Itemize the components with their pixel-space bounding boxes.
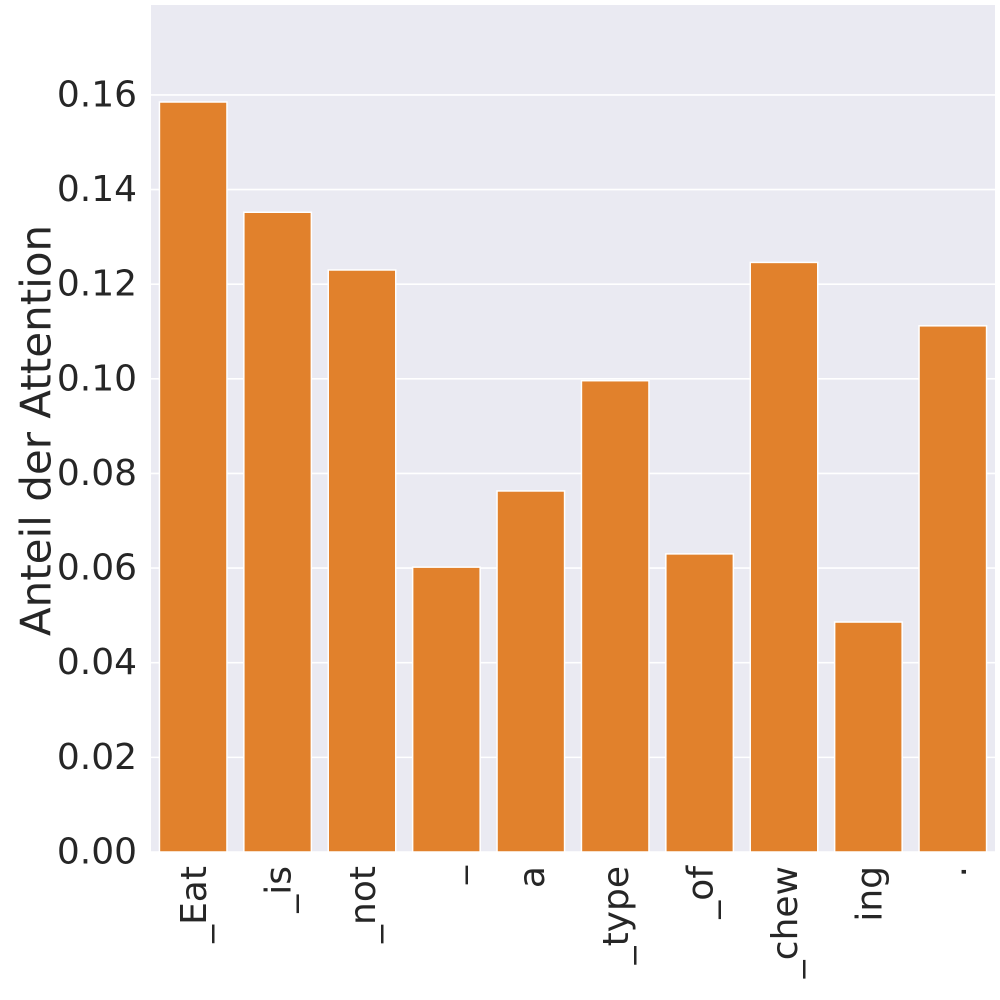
bar-6 xyxy=(665,553,735,853)
y-tick-label: 0.08 xyxy=(57,453,137,494)
y-tick-label: 0.04 xyxy=(57,642,137,683)
x-tick-label: _chew xyxy=(765,866,806,979)
x-tick-label: _is xyxy=(259,866,300,914)
y-tick-label: 0.12 xyxy=(57,264,137,305)
bar-3 xyxy=(411,566,481,853)
x-tick-label: _Eat xyxy=(174,866,215,944)
y-tick-label: 0.14 xyxy=(57,169,137,210)
y-tick-label: 0.06 xyxy=(57,548,137,589)
x-axis-ticks: _Eat _is _not _ a _type _of _chew ing. xyxy=(174,865,975,980)
bar-1 xyxy=(243,211,313,853)
bar-7 xyxy=(749,261,819,853)
y-tick-label: 0.02 xyxy=(57,737,137,778)
y-tick-label: 0.00 xyxy=(57,832,137,873)
bar-0 xyxy=(158,101,228,853)
bar-9 xyxy=(918,325,988,853)
bar-4 xyxy=(496,490,566,853)
bars xyxy=(158,101,988,853)
x-tick-label: ing xyxy=(849,866,890,922)
x-tick-label: a xyxy=(512,866,553,888)
x-tick-label: . xyxy=(934,866,975,877)
bar-2 xyxy=(327,269,397,853)
x-tick-label: _ xyxy=(427,865,468,885)
y-axis-label: Anteil der Attention xyxy=(12,225,61,636)
bar-5 xyxy=(580,379,650,853)
bar-8 xyxy=(833,621,903,853)
x-tick-label: _of xyxy=(681,865,722,920)
x-tick-label: _not xyxy=(343,866,384,944)
y-tick-label: 0.10 xyxy=(57,358,137,399)
y-axis-ticks: 0.00 0.02 0.04 0.06 0.08 0.10 0.12 0.14 0.16 xyxy=(57,74,137,872)
x-tick-label: _type xyxy=(596,866,637,965)
y-tick-label: 0.16 xyxy=(57,74,137,115)
